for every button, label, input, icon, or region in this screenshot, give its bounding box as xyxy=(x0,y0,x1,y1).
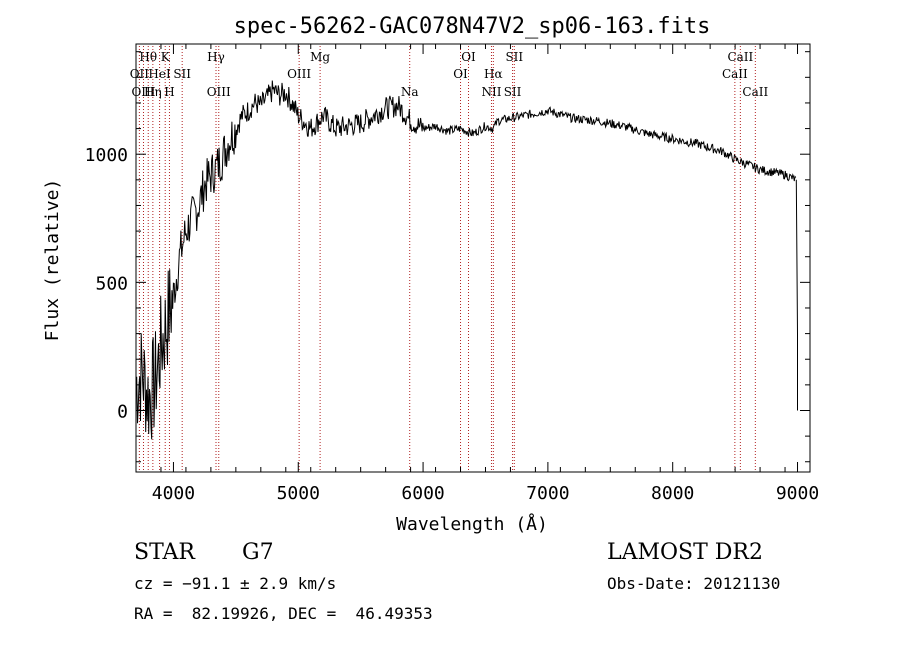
y-tick-label: 0 xyxy=(117,401,128,422)
spectral-line-label: OI xyxy=(453,67,468,81)
x-tick-label: 9000 xyxy=(776,483,819,504)
plot-frame xyxy=(135,43,811,473)
coordinates: RA = 82.19926, DEC = 46.49353 xyxy=(134,604,433,623)
spectral-line-label: H xyxy=(164,85,174,99)
x-tick-label: 4000 xyxy=(152,483,195,504)
spectral-line-label: NII xyxy=(481,85,501,99)
spectral-line-label: SII xyxy=(505,50,523,64)
chart-title: spec-56262-GAC078N47V2_sp06-163.fits xyxy=(234,14,711,39)
x-tick-label: 5000 xyxy=(277,483,320,504)
y-axis-label: Flux (relative) xyxy=(42,179,63,342)
spectral-line-label: K xyxy=(161,50,171,64)
obs-date: Obs-Date: 20121130 xyxy=(607,574,781,593)
spectral-line-label: Hα xyxy=(484,67,503,81)
spectral-line-label: HeI xyxy=(148,67,171,81)
spectral-line-label: Mg xyxy=(310,50,330,64)
subclass: G7 xyxy=(242,540,274,565)
spectral-line-label: OIII xyxy=(207,85,231,99)
spectral-line-label: OIII xyxy=(131,85,155,99)
object-class: STAR xyxy=(134,540,195,565)
x-axis-label: Wavelength (Å) xyxy=(396,513,548,535)
spectral-line-label: OII xyxy=(130,67,150,81)
y-tick-label: 1000 xyxy=(85,145,128,166)
spectral-line-label: SII xyxy=(173,67,191,81)
spectrum-tail-line xyxy=(795,179,798,411)
survey-name: LAMOST DR2 xyxy=(607,540,763,565)
spectral-line-label: Na xyxy=(401,85,419,99)
y-tick-label: 500 xyxy=(95,273,128,294)
spectral-line-label: Hθ xyxy=(139,50,157,64)
spectral-line-label: CaII xyxy=(727,50,753,64)
x-tick-label: 8000 xyxy=(651,483,694,504)
spectrum-line xyxy=(135,80,797,440)
spectral-line-label: Hη xyxy=(144,85,162,99)
x-tick-label: 6000 xyxy=(401,483,444,504)
redshift-cz: cz = −91.1 ± 2.9 km/s xyxy=(134,574,337,593)
spectral-line-label: CaII xyxy=(742,85,768,99)
spectral-line-label: OI xyxy=(461,50,476,64)
spectral-line-label: SII xyxy=(504,85,522,99)
x-tick-label: 7000 xyxy=(526,483,569,504)
spectral-line-label: OIII xyxy=(287,67,311,81)
spectral-line-label: CaII xyxy=(722,67,748,81)
spectral-line-label: Hγ xyxy=(207,50,225,64)
